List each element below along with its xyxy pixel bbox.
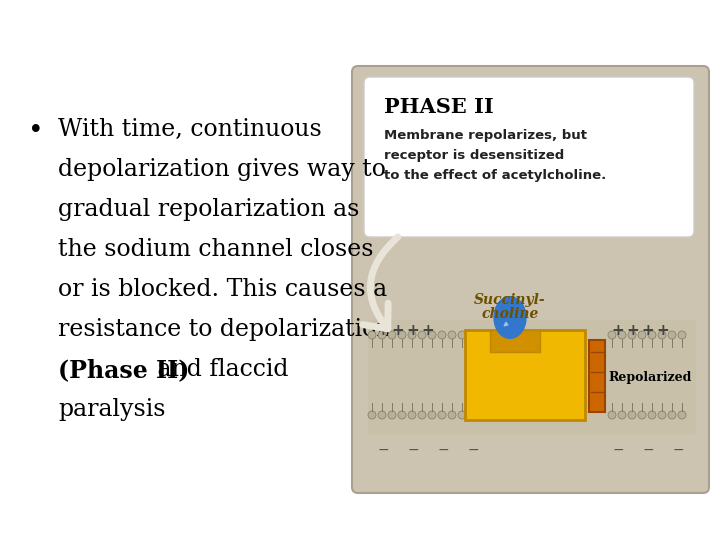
Text: +: + bbox=[392, 323, 405, 338]
Circle shape bbox=[648, 331, 656, 339]
Circle shape bbox=[648, 411, 656, 419]
FancyBboxPatch shape bbox=[364, 77, 694, 237]
Text: −: − bbox=[467, 443, 479, 457]
Circle shape bbox=[618, 411, 626, 419]
Circle shape bbox=[428, 411, 436, 419]
Circle shape bbox=[678, 411, 686, 419]
Text: −: − bbox=[612, 443, 624, 457]
Text: PHASE II: PHASE II bbox=[384, 97, 494, 117]
Text: receptor is desensitized: receptor is desensitized bbox=[384, 149, 564, 162]
Circle shape bbox=[448, 331, 456, 339]
Circle shape bbox=[678, 331, 686, 339]
Bar bbox=[368, 320, 696, 435]
Circle shape bbox=[378, 331, 386, 339]
Circle shape bbox=[658, 411, 666, 419]
Text: −: − bbox=[642, 443, 654, 457]
Circle shape bbox=[368, 331, 376, 339]
Text: and flaccid: and flaccid bbox=[150, 358, 289, 381]
Circle shape bbox=[448, 411, 456, 419]
Text: −: − bbox=[408, 443, 419, 457]
Text: the sodium channel closes: the sodium channel closes bbox=[58, 238, 374, 261]
Text: Repolarized: Repolarized bbox=[608, 372, 691, 384]
Text: (Phase II): (Phase II) bbox=[58, 358, 189, 382]
Circle shape bbox=[418, 331, 426, 339]
Circle shape bbox=[638, 411, 646, 419]
Text: +: + bbox=[642, 323, 654, 338]
Circle shape bbox=[438, 331, 446, 339]
Circle shape bbox=[608, 331, 616, 339]
Circle shape bbox=[428, 331, 436, 339]
FancyBboxPatch shape bbox=[352, 66, 709, 493]
Text: resistance to depolarization: resistance to depolarization bbox=[58, 318, 392, 341]
Text: −: − bbox=[437, 443, 449, 457]
Circle shape bbox=[628, 411, 636, 419]
Circle shape bbox=[418, 411, 426, 419]
Text: paralysis: paralysis bbox=[58, 398, 166, 421]
Text: +: + bbox=[377, 323, 390, 338]
Circle shape bbox=[398, 331, 406, 339]
Text: to the effect of acetylcholine.: to the effect of acetylcholine. bbox=[384, 169, 606, 182]
Text: −: − bbox=[672, 443, 684, 457]
Text: +: + bbox=[422, 323, 434, 338]
Circle shape bbox=[368, 411, 376, 419]
Text: •: • bbox=[28, 118, 44, 143]
Text: −: − bbox=[377, 443, 389, 457]
Circle shape bbox=[438, 411, 446, 419]
Circle shape bbox=[458, 411, 466, 419]
Text: +: + bbox=[626, 323, 639, 338]
Text: depolarization gives way to: depolarization gives way to bbox=[58, 158, 386, 181]
Bar bbox=[589, 340, 605, 412]
Circle shape bbox=[618, 331, 626, 339]
Circle shape bbox=[668, 411, 676, 419]
Circle shape bbox=[388, 331, 396, 339]
Circle shape bbox=[638, 331, 646, 339]
Text: gradual repolarization as: gradual repolarization as bbox=[58, 198, 359, 221]
Text: +: + bbox=[407, 323, 419, 338]
Circle shape bbox=[408, 331, 416, 339]
Polygon shape bbox=[494, 296, 526, 339]
Polygon shape bbox=[504, 322, 508, 326]
Text: Succinyl-: Succinyl- bbox=[474, 293, 546, 307]
Circle shape bbox=[408, 411, 416, 419]
Text: +: + bbox=[657, 323, 670, 338]
Circle shape bbox=[388, 411, 396, 419]
Text: or is blocked. This causes a: or is blocked. This causes a bbox=[58, 278, 387, 301]
Circle shape bbox=[628, 331, 636, 339]
FancyArrowPatch shape bbox=[363, 237, 398, 329]
Text: choline: choline bbox=[481, 307, 539, 321]
Text: With time, continuous: With time, continuous bbox=[58, 118, 322, 141]
Circle shape bbox=[398, 411, 406, 419]
Circle shape bbox=[378, 411, 386, 419]
Circle shape bbox=[658, 331, 666, 339]
Circle shape bbox=[668, 331, 676, 339]
Bar bbox=[490, 330, 540, 352]
Text: +: + bbox=[611, 323, 624, 338]
Bar bbox=[465, 330, 585, 420]
Text: Membrane repolarizes, but: Membrane repolarizes, but bbox=[384, 129, 587, 142]
Circle shape bbox=[458, 331, 466, 339]
Circle shape bbox=[608, 411, 616, 419]
